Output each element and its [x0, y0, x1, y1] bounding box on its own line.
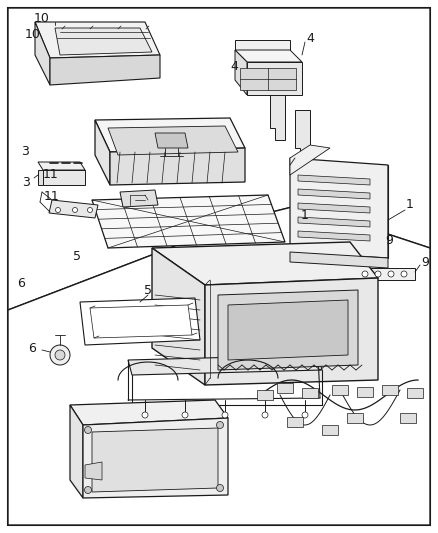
Polygon shape	[355, 268, 415, 280]
Polygon shape	[382, 385, 398, 395]
Polygon shape	[407, 388, 423, 398]
Polygon shape	[400, 413, 416, 423]
Polygon shape	[8, 8, 430, 310]
Polygon shape	[92, 195, 285, 248]
Circle shape	[56, 207, 60, 213]
Text: 9: 9	[421, 255, 429, 269]
Circle shape	[85, 426, 92, 433]
Polygon shape	[302, 388, 318, 398]
Polygon shape	[295, 110, 310, 158]
Text: 10: 10	[34, 12, 50, 25]
Polygon shape	[240, 68, 296, 90]
Polygon shape	[83, 418, 228, 498]
Circle shape	[362, 271, 368, 277]
Polygon shape	[90, 305, 192, 338]
Text: 11: 11	[42, 168, 58, 181]
Polygon shape	[49, 200, 98, 218]
Polygon shape	[290, 252, 388, 268]
Circle shape	[375, 271, 381, 277]
Polygon shape	[55, 28, 152, 55]
Circle shape	[85, 487, 92, 494]
Polygon shape	[332, 385, 348, 395]
Text: 1: 1	[300, 209, 308, 222]
Polygon shape	[257, 390, 273, 400]
Text: 4: 4	[230, 60, 238, 73]
Polygon shape	[290, 158, 388, 258]
Polygon shape	[205, 278, 378, 385]
Polygon shape	[270, 92, 285, 140]
Circle shape	[262, 412, 268, 418]
Polygon shape	[298, 217, 370, 227]
Polygon shape	[152, 242, 378, 285]
Polygon shape	[347, 413, 363, 423]
Text: 1: 1	[406, 198, 414, 212]
Circle shape	[73, 207, 78, 213]
Polygon shape	[235, 40, 290, 50]
Polygon shape	[247, 62, 302, 95]
Polygon shape	[120, 190, 158, 207]
Polygon shape	[38, 170, 43, 185]
Polygon shape	[70, 405, 83, 498]
Text: 10: 10	[25, 28, 41, 41]
Polygon shape	[92, 428, 218, 492]
Text: 11: 11	[44, 190, 60, 203]
Polygon shape	[228, 300, 348, 360]
Polygon shape	[235, 50, 247, 95]
Polygon shape	[38, 162, 85, 170]
Polygon shape	[35, 22, 50, 85]
Circle shape	[302, 412, 308, 418]
Polygon shape	[277, 383, 293, 393]
Polygon shape	[357, 387, 373, 397]
Polygon shape	[290, 145, 330, 175]
Polygon shape	[95, 118, 245, 152]
Polygon shape	[35, 22, 160, 58]
Polygon shape	[43, 170, 85, 185]
Polygon shape	[235, 50, 302, 62]
Polygon shape	[298, 203, 370, 213]
Circle shape	[401, 271, 407, 277]
Polygon shape	[128, 355, 322, 375]
Polygon shape	[8, 205, 430, 525]
Polygon shape	[287, 417, 303, 427]
Circle shape	[182, 412, 188, 418]
Polygon shape	[110, 148, 245, 185]
Text: 4: 4	[306, 31, 314, 44]
Text: 6: 6	[28, 342, 36, 354]
Polygon shape	[218, 290, 358, 370]
Polygon shape	[95, 120, 110, 185]
Circle shape	[50, 345, 70, 365]
Text: 5: 5	[144, 284, 152, 296]
Text: 3: 3	[22, 176, 30, 190]
Circle shape	[216, 484, 223, 491]
Circle shape	[55, 350, 65, 360]
Polygon shape	[298, 189, 370, 199]
Polygon shape	[155, 133, 188, 148]
Polygon shape	[80, 298, 200, 345]
Polygon shape	[85, 462, 102, 480]
Polygon shape	[108, 126, 238, 155]
Circle shape	[216, 422, 223, 429]
Text: 3: 3	[21, 146, 29, 158]
Polygon shape	[70, 400, 228, 425]
Polygon shape	[50, 55, 160, 85]
Text: 9: 9	[385, 235, 393, 247]
Polygon shape	[152, 248, 205, 385]
Circle shape	[222, 412, 228, 418]
Polygon shape	[322, 425, 338, 435]
Text: 5: 5	[73, 251, 81, 263]
Circle shape	[388, 271, 394, 277]
Circle shape	[142, 412, 148, 418]
Polygon shape	[298, 231, 370, 241]
Text: 6: 6	[17, 277, 25, 290]
Circle shape	[88, 207, 92, 213]
Polygon shape	[298, 175, 370, 185]
